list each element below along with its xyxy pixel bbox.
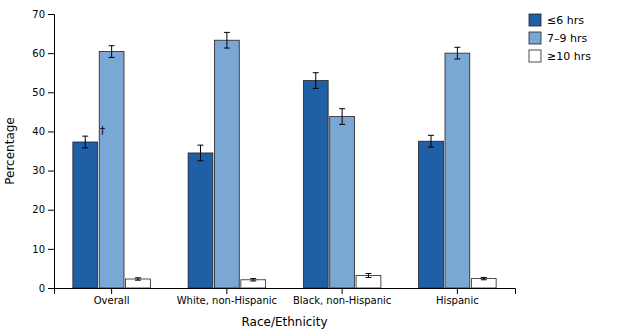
error-bar xyxy=(481,277,487,279)
bar xyxy=(330,117,355,288)
error-bars xyxy=(135,274,487,281)
x-axis-title: Race/Ethnicity xyxy=(241,315,327,329)
plot: 0 10 20 30 40 50 60 70 Overall White, non-Hispani… xyxy=(32,9,515,306)
y-tick-label: 20 xyxy=(32,204,45,215)
legend-label: ≥10 hrs xyxy=(547,50,591,63)
error-bar xyxy=(198,145,204,161)
legend-label: 7–9 hrs xyxy=(547,32,587,45)
error-bar xyxy=(135,278,141,280)
x-tick-mark xyxy=(111,288,112,294)
y-tick: 40 xyxy=(32,126,54,137)
annotation: † xyxy=(100,124,106,137)
error-bar xyxy=(339,109,345,125)
error-bar xyxy=(428,135,434,147)
error-bar xyxy=(313,73,319,89)
bar xyxy=(99,52,124,288)
y-tick-mark xyxy=(48,171,54,172)
y-axis-title: Percentage xyxy=(3,117,17,185)
error-bars xyxy=(109,32,461,124)
axis-line xyxy=(55,289,516,295)
y-tick: 50 xyxy=(32,87,54,98)
marks xyxy=(73,32,496,288)
legend-swatch xyxy=(529,14,541,26)
x-tick-label: Black, non-Hispanic xyxy=(293,295,391,306)
y-tick-mark xyxy=(48,92,54,93)
x-axis: Overall White, non-Hispanic Black, non-His… xyxy=(55,288,516,306)
legend-item: ≥10 hrs xyxy=(529,50,591,63)
x-tick-mark xyxy=(457,288,458,294)
y-tick-label: 0 xyxy=(39,283,45,294)
legend-swatch xyxy=(529,50,541,62)
y-tick: 70 xyxy=(32,9,54,20)
error-bar xyxy=(365,274,371,278)
y-tick-mark xyxy=(48,53,54,54)
y-tick-label: 40 xyxy=(32,126,45,137)
legend: ≤6 hrs 7–9 hrs ≥10 hrs xyxy=(529,14,591,63)
x-tick-label: Overall xyxy=(94,295,130,306)
y-tick-label: 60 xyxy=(32,48,45,59)
y-tick-label: 50 xyxy=(32,87,45,98)
bar xyxy=(214,40,239,288)
x-tick-label: White, non-Hispanic xyxy=(177,295,277,306)
x-tick-mark xyxy=(342,288,343,294)
x-tick: Hispanic xyxy=(436,288,479,306)
error-bar xyxy=(224,32,230,48)
bar xyxy=(445,53,470,288)
y-tick-label: 10 xyxy=(32,244,45,255)
y-axis: 0 10 20 30 40 50 60 70 xyxy=(32,9,54,294)
bar-series xyxy=(126,275,497,288)
legend-item: 7–9 hrs xyxy=(529,32,587,45)
legend-item: ≤6 hrs xyxy=(529,14,584,27)
y-tick-mark xyxy=(48,210,54,211)
error-bars xyxy=(82,73,434,161)
x-tick: White, non-Hispanic xyxy=(177,288,277,306)
axis-line xyxy=(48,15,55,289)
bar xyxy=(188,153,213,288)
x-tick: Overall xyxy=(94,288,130,306)
y-tick-mark xyxy=(48,14,54,15)
y-tick: 20 xyxy=(32,204,54,215)
y-tick-mark xyxy=(48,131,54,132)
error-bar xyxy=(109,46,115,58)
error-bar xyxy=(250,279,256,281)
chart: 0 10 20 30 40 50 60 70 Overall White, non-Hispani… xyxy=(0,0,619,334)
y-tick: 0 xyxy=(39,283,54,294)
y-tick: 10 xyxy=(32,244,54,255)
error-bar xyxy=(454,47,460,59)
y-tick: 60 xyxy=(32,48,54,59)
y-tick: 30 xyxy=(32,165,54,176)
bar-series xyxy=(73,81,444,288)
error-bar xyxy=(82,136,88,148)
y-tick-mark xyxy=(48,249,54,250)
x-tick-label: Hispanic xyxy=(436,295,479,306)
x-tick: Black, non-Hispanic xyxy=(293,288,391,306)
legend-swatch xyxy=(529,32,541,44)
bar xyxy=(419,141,444,288)
bar xyxy=(73,142,98,288)
y-tick-label: 70 xyxy=(32,9,45,20)
legend-label: ≤6 hrs xyxy=(547,14,584,27)
bar xyxy=(303,81,328,288)
x-tick-mark xyxy=(226,288,227,294)
y-tick-mark xyxy=(48,288,54,289)
y-tick-label: 30 xyxy=(32,165,45,176)
bar-series xyxy=(99,40,470,288)
